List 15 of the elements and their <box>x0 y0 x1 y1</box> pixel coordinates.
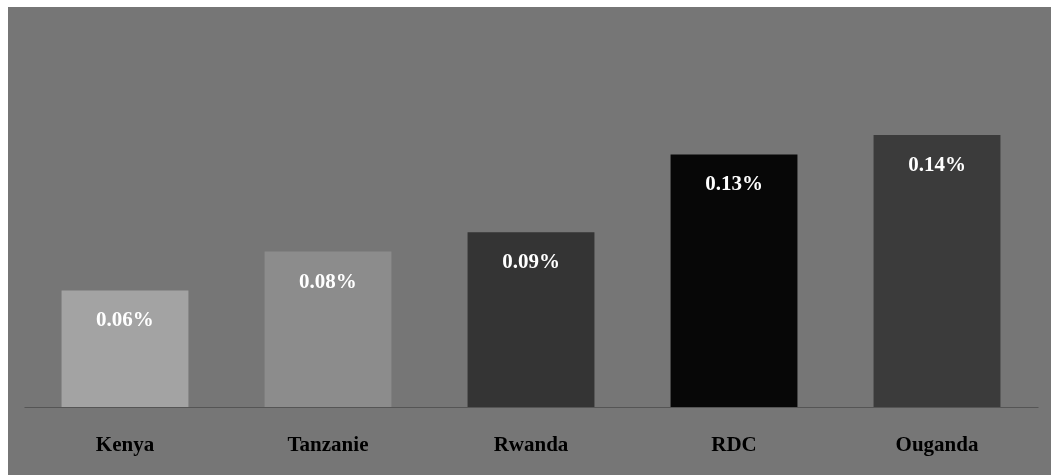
x-tick-label: Kenya <box>95 431 155 456</box>
data-label: 0.06% <box>96 307 154 332</box>
x-tick-label: RDC <box>711 431 757 456</box>
data-label: 0.08% <box>299 268 357 293</box>
x-tick-label: Rwanda <box>493 431 569 456</box>
bar <box>873 135 1001 407</box>
bar <box>61 290 189 407</box>
data-label: 0.09% <box>502 249 560 274</box>
bar <box>467 232 595 407</box>
x-tick-label: Ouganda <box>895 431 979 456</box>
data-label: 0.14% <box>908 152 966 176</box>
bar <box>264 251 392 407</box>
x-tick-label: Tanzanie <box>287 431 369 456</box>
data-label: 0.13% <box>705 171 763 196</box>
bar <box>670 154 798 407</box>
